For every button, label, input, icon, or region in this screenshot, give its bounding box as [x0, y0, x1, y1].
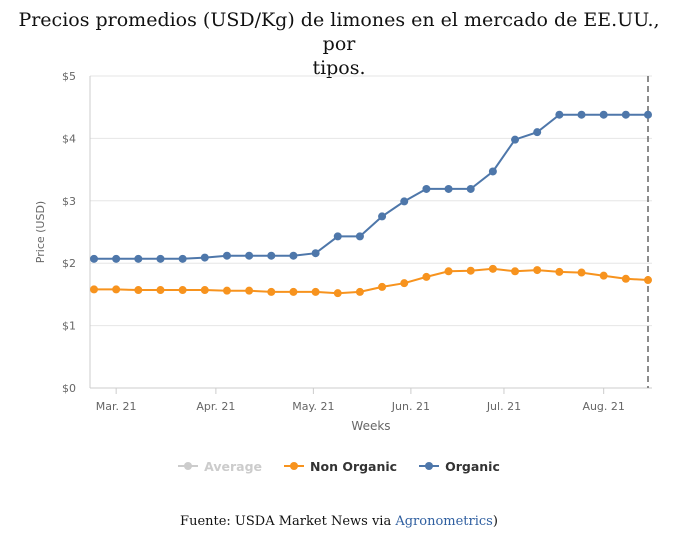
- x-tick-label: Aug. 21: [582, 400, 624, 413]
- data-point-non-organic[interactable]: [222, 286, 231, 295]
- data-point-organic[interactable]: [621, 110, 630, 119]
- data-point-organic[interactable]: [355, 232, 364, 241]
- data-point-organic[interactable]: [466, 184, 475, 193]
- x-tick-label: Apr. 21: [196, 400, 235, 413]
- source-link[interactable]: Agronometrics: [395, 514, 493, 529]
- y-tick-label: $1: [62, 320, 76, 333]
- data-point-non-organic[interactable]: [466, 266, 475, 275]
- legend-marker-non-organic: [284, 462, 305, 470]
- data-point-non-organic[interactable]: [488, 264, 497, 273]
- data-point-organic[interactable]: [378, 212, 387, 221]
- legend-item-average[interactable]: Average: [178, 459, 262, 474]
- data-point-organic[interactable]: [156, 254, 165, 263]
- y-tick-label: $4: [62, 132, 76, 145]
- x-tick-label: Mar. 21: [96, 400, 137, 413]
- data-point-non-organic[interactable]: [444, 267, 453, 276]
- data-point-organic[interactable]: [112, 254, 121, 263]
- data-point-organic[interactable]: [178, 254, 187, 263]
- data-point-organic[interactable]: [488, 167, 497, 176]
- y-tick-label: $5: [62, 70, 76, 83]
- data-point-organic[interactable]: [555, 110, 564, 119]
- data-point-non-organic[interactable]: [311, 287, 320, 296]
- data-point-organic[interactable]: [200, 253, 209, 262]
- y-tick-label: $3: [62, 195, 76, 208]
- data-point-non-organic[interactable]: [333, 289, 342, 298]
- data-point-organic[interactable]: [267, 251, 276, 260]
- chart-title-line-2: tipos.: [312, 57, 366, 79]
- data-point-non-organic[interactable]: [200, 286, 209, 295]
- source-suffix: ): [492, 514, 498, 529]
- data-point-organic[interactable]: [511, 135, 520, 144]
- data-point-organic[interactable]: [289, 251, 298, 260]
- data-point-non-organic[interactable]: [400, 279, 409, 288]
- data-point-non-organic[interactable]: [245, 286, 254, 295]
- source-prefix: Fuente: USDA Market News via: [180, 514, 396, 529]
- x-tick-label: Jul. 21: [486, 400, 521, 413]
- data-point-organic[interactable]: [533, 128, 542, 137]
- chart-legend: Average Non Organic Organic: [0, 456, 678, 476]
- y-tick-label: $2: [62, 257, 76, 270]
- data-point-organic[interactable]: [134, 254, 143, 263]
- data-point-organic[interactable]: [90, 254, 98, 263]
- x-axis-title: Weeks: [351, 419, 390, 433]
- legend-item-organic[interactable]: Organic: [419, 459, 500, 474]
- legend-label-non-organic: Non Organic: [310, 458, 398, 474]
- data-point-non-organic[interactable]: [112, 285, 121, 294]
- data-point-non-organic[interactable]: [599, 271, 608, 280]
- data-point-non-organic[interactable]: [134, 286, 143, 295]
- y-axis-title: Price (USD): [34, 201, 47, 263]
- data-point-non-organic[interactable]: [289, 287, 298, 296]
- legend-label-organic: Organic: [445, 458, 500, 474]
- data-point-organic[interactable]: [400, 197, 409, 206]
- data-point-non-organic[interactable]: [90, 285, 98, 294]
- chart-title: Precios promedios (USD/Kg) de limones en…: [0, 8, 678, 80]
- y-tick-label: $0: [62, 382, 76, 395]
- data-point-organic[interactable]: [222, 251, 231, 260]
- data-point-organic[interactable]: [245, 251, 254, 260]
- data-point-non-organic[interactable]: [267, 287, 276, 296]
- data-point-organic[interactable]: [577, 110, 586, 119]
- legend-marker-organic: [419, 462, 440, 470]
- series-line-non-organic: [94, 267, 649, 295]
- data-point-organic[interactable]: [644, 110, 652, 119]
- data-point-organic[interactable]: [311, 249, 320, 258]
- data-point-non-organic[interactable]: [355, 287, 364, 296]
- x-tick-label: May. 21: [292, 400, 334, 413]
- data-point-organic[interactable]: [333, 232, 342, 241]
- data-point-organic[interactable]: [444, 184, 453, 193]
- data-point-organic[interactable]: [599, 110, 608, 119]
- data-point-non-organic[interactable]: [422, 272, 431, 281]
- legend-item-non-organic[interactable]: Non Organic: [284, 459, 397, 474]
- data-point-non-organic[interactable]: [156, 286, 165, 295]
- data-point-non-organic[interactable]: [621, 274, 630, 283]
- data-point-non-organic[interactable]: [555, 267, 564, 276]
- data-point-organic[interactable]: [422, 184, 431, 193]
- legend-marker-average: [178, 462, 199, 470]
- data-point-non-organic[interactable]: [178, 286, 187, 295]
- x-tick-label: Jun. 21: [391, 400, 430, 413]
- chart-title-line-1: Precios promedios (USD/Kg) de limones en…: [18, 9, 660, 55]
- data-point-non-organic[interactable]: [511, 267, 520, 276]
- data-point-non-organic[interactable]: [533, 266, 542, 275]
- data-point-non-organic[interactable]: [644, 276, 652, 285]
- source-note: Fuente: USDA Market News via Agronometri…: [0, 514, 678, 529]
- legend-label-average: Average: [204, 458, 263, 474]
- series-line-organic: [94, 113, 648, 260]
- data-point-non-organic[interactable]: [378, 282, 387, 291]
- data-point-non-organic[interactable]: [577, 268, 586, 277]
